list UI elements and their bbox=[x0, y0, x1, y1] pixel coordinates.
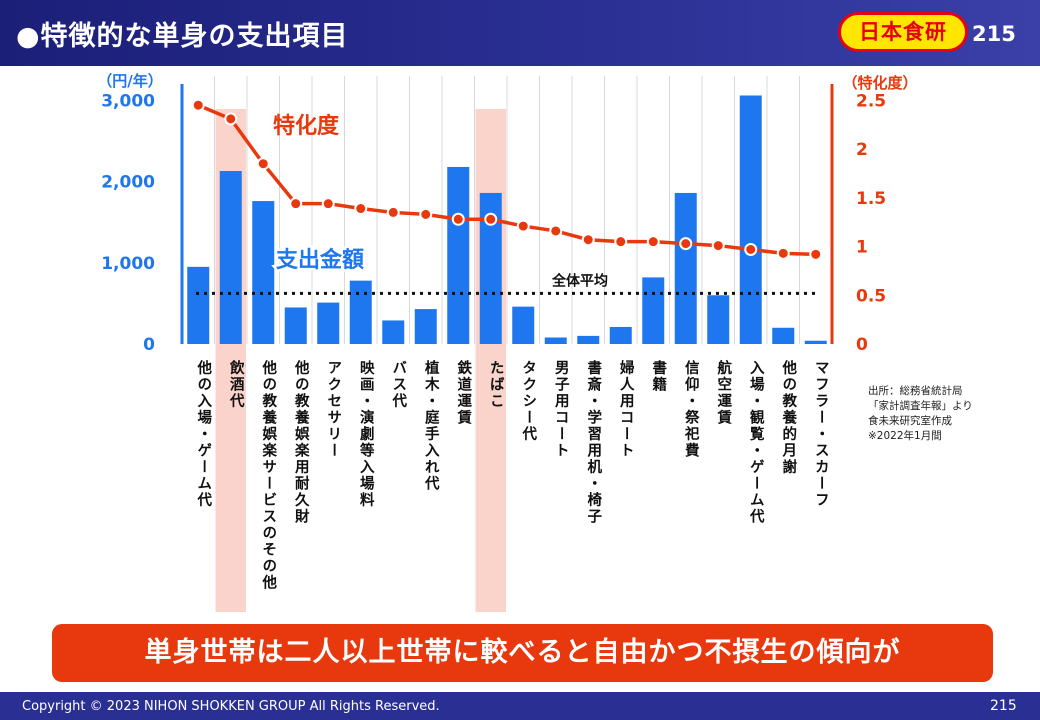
line-point bbox=[711, 239, 725, 253]
line-point bbox=[484, 212, 498, 226]
bar bbox=[642, 277, 665, 344]
bar bbox=[707, 295, 730, 344]
line-point bbox=[289, 197, 303, 211]
company-logo: 日本食研 bbox=[838, 12, 968, 52]
bar bbox=[512, 306, 535, 344]
category-label: マフラー・スカーフ bbox=[813, 360, 829, 509]
category-label: 映画・演劇等入場料 bbox=[358, 360, 374, 509]
category-label: 飲酒代 bbox=[228, 359, 245, 410]
bar-series-label: 支出金額 bbox=[276, 247, 364, 273]
category-label: 植木・庭手入れ代 bbox=[423, 359, 440, 492]
combo-chart: （円/年） （特化度） 0 1,000 2,000 3,000 0 0.5 1 1.5 2 2.5 全体… bbox=[97, 72, 918, 612]
line-point bbox=[451, 212, 465, 226]
category-label: タクシー代 bbox=[520, 360, 537, 443]
source-note: 出所：総務省統計局 「家計調査年報」より 食未来研究室作成 ※2022年1月間 bbox=[868, 385, 973, 442]
average-label: 全体平均 bbox=[551, 272, 608, 289]
line-point bbox=[516, 219, 530, 233]
bar bbox=[479, 192, 502, 344]
line-point bbox=[224, 112, 238, 126]
right-tick-label: 0.5 bbox=[856, 286, 886, 306]
category-label: バス代 bbox=[390, 360, 407, 410]
line-point bbox=[581, 233, 595, 247]
left-tick-label: 1,000 bbox=[101, 254, 155, 274]
category-label: 航空運賃 bbox=[715, 359, 732, 426]
category-label: 書籍 bbox=[650, 359, 666, 393]
bar bbox=[609, 326, 632, 344]
right-axis-unit: （特化度） bbox=[842, 74, 917, 92]
line-point bbox=[321, 197, 335, 211]
category-label: 信仰・祭祀費 bbox=[683, 359, 700, 459]
bar bbox=[284, 307, 307, 344]
category-label: 他の教養娯楽サービスのその他 bbox=[260, 359, 277, 591]
category-label: 書斎・学習用机・椅子 bbox=[585, 359, 601, 525]
line-point bbox=[419, 207, 433, 221]
line-point bbox=[776, 246, 790, 260]
left-axis-unit: （円/年） bbox=[97, 72, 162, 90]
bar bbox=[252, 201, 275, 344]
bar bbox=[674, 192, 697, 344]
right-tick-label: 0 bbox=[856, 335, 868, 355]
category-label: アクセサリー bbox=[325, 360, 341, 459]
line-point bbox=[744, 242, 758, 256]
bar bbox=[187, 266, 210, 344]
category-label: たばこ bbox=[488, 360, 504, 410]
bar bbox=[317, 302, 340, 344]
conclusion-banner: 単身世帯は二人以上世帯に較べると自由かつ不摂生の傾向が bbox=[52, 624, 993, 682]
category-label: 婦人用コート bbox=[618, 359, 635, 459]
left-tick-label: 3,000 bbox=[101, 91, 155, 111]
bar bbox=[577, 335, 600, 344]
bar bbox=[219, 171, 242, 344]
page-title: ●特徴的な単身の支出項目 bbox=[16, 21, 349, 52]
line-point bbox=[256, 157, 270, 171]
line-point bbox=[354, 202, 368, 216]
right-tick-label: 2 bbox=[856, 140, 868, 160]
copyright-text: Copyright © 2023 NIHON SHOKKEN GROUP All… bbox=[22, 699, 440, 714]
left-tick-label: 0 bbox=[143, 335, 155, 355]
right-tick-label: 2.5 bbox=[856, 91, 886, 111]
bar bbox=[349, 280, 372, 344]
category-label: 入場・観覧・ゲーム代 bbox=[748, 360, 765, 525]
bar bbox=[804, 340, 827, 344]
right-tick-label: 1 bbox=[856, 238, 868, 258]
line-point bbox=[614, 235, 628, 249]
line-point bbox=[646, 235, 660, 249]
line-point bbox=[191, 98, 205, 112]
category-label: 他の教養的月謝 bbox=[780, 359, 797, 476]
bar bbox=[414, 309, 437, 344]
highlight-column bbox=[475, 109, 506, 612]
footer-bar: Copyright © 2023 NIHON SHOKKEN GROUP All… bbox=[0, 692, 1040, 720]
category-label: 男子用コート bbox=[553, 360, 569, 459]
line-point bbox=[679, 237, 693, 251]
line-point bbox=[386, 205, 400, 219]
right-tick-label: 1.5 bbox=[856, 189, 886, 209]
line-point bbox=[549, 224, 563, 238]
page-number-bottom: 215 bbox=[990, 698, 1017, 714]
category-label: 鉄道運賃 bbox=[455, 359, 472, 426]
category-label: 他の入場・ゲーム代 bbox=[195, 359, 212, 509]
page-number-top: 215 bbox=[972, 22, 1016, 46]
line-series-label: 特化度 bbox=[273, 113, 340, 139]
bar bbox=[772, 327, 795, 344]
bar bbox=[544, 337, 567, 344]
bar bbox=[382, 320, 405, 344]
bar bbox=[739, 95, 762, 344]
bar bbox=[447, 166, 470, 344]
left-tick-label: 2,000 bbox=[101, 173, 155, 193]
category-label: 他の教養娯楽用耐久財 bbox=[293, 359, 310, 525]
header-bar: ●特徴的な単身の支出項目 日本食研 215 bbox=[0, 0, 1040, 66]
line-point bbox=[809, 247, 823, 261]
